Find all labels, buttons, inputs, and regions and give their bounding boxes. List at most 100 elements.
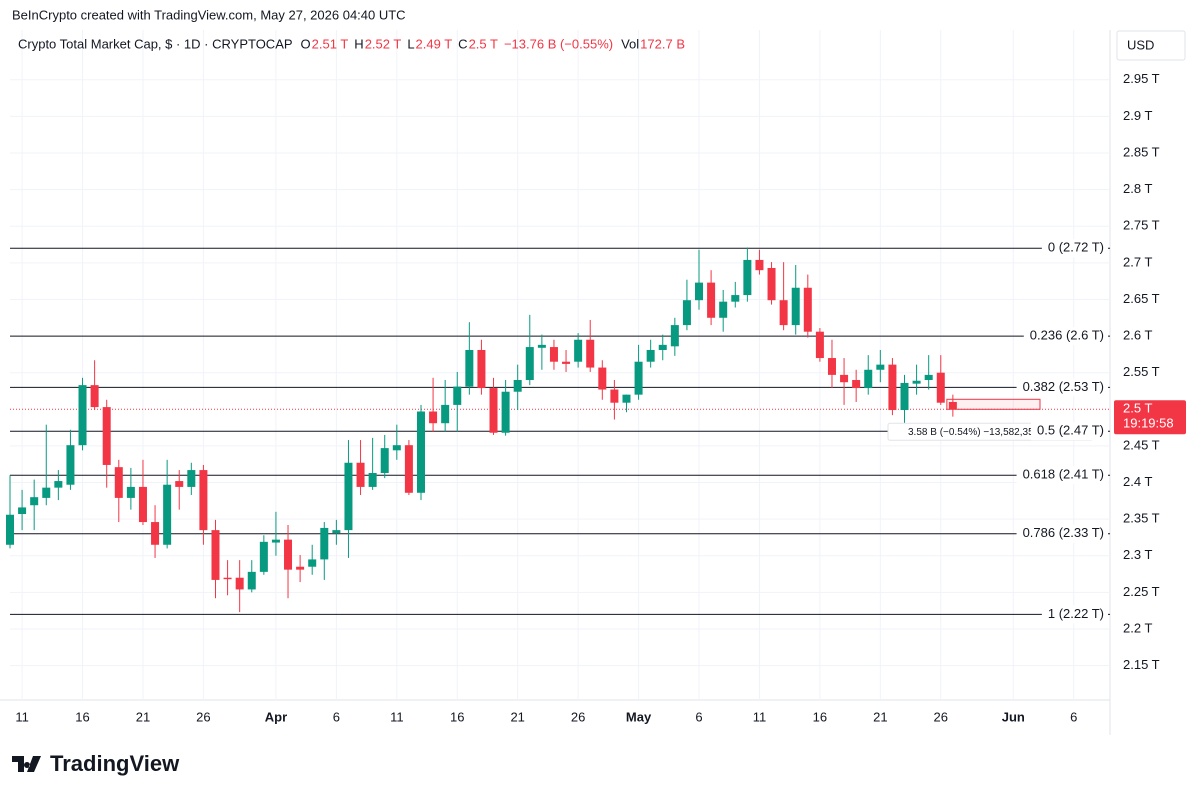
candle-body (102, 407, 111, 465)
candle-body (126, 486, 135, 498)
candle-body (888, 364, 897, 411)
x-tick-label: Jun (1002, 709, 1025, 724)
x-tick-label: 26 (934, 709, 948, 724)
candle-body (465, 349, 474, 387)
candle-body (610, 389, 619, 403)
candle-body (259, 541, 268, 572)
candle-body (912, 380, 921, 384)
candle-body (598, 367, 607, 390)
candle-body (114, 467, 123, 498)
y-tick-label: 2.3 T (1123, 547, 1152, 562)
candle-body (767, 267, 776, 301)
candle-body (948, 401, 957, 410)
fib-label-bg (1031, 422, 1108, 441)
candle-body (477, 349, 486, 389)
candle-body (247, 571, 256, 590)
legend-key: H (354, 36, 363, 51)
candle-body (138, 486, 147, 523)
y-tick-label: 2.55 T (1123, 364, 1160, 379)
x-tick-label: 11 (15, 709, 29, 724)
x-tick-label: 11 (753, 709, 767, 724)
brand: TradingView (50, 751, 180, 776)
legend-key: L (407, 36, 414, 51)
fib-label-bg (1023, 327, 1108, 346)
candle-body (864, 369, 873, 389)
candle-body (429, 411, 438, 424)
overlay: 3.58 B (−0.54%) −13,582,351,430 0 (2.72 T… (887, 239, 1186, 624)
y-tick-label: 2.85 T (1123, 144, 1160, 159)
y-tick-label: 2.35 T (1123, 511, 1160, 526)
candle-body (489, 388, 498, 433)
candle-body (30, 497, 39, 506)
fib-label-bg (1016, 378, 1108, 397)
candle-body (501, 391, 510, 433)
fib-label: 0.618 (2.41 T) (1023, 467, 1104, 482)
legend-value: 2.52 T (365, 36, 402, 51)
candle-body (392, 445, 401, 451)
x-tick-label: 16 (75, 709, 89, 724)
currency[interactable]: USD (1127, 37, 1154, 52)
candle-body (380, 448, 389, 474)
fib-label-bg (1016, 524, 1108, 543)
candle-body (332, 530, 341, 534)
y-tick-label: 2.25 T (1123, 584, 1160, 599)
legend-value: 2.49 T (416, 36, 453, 51)
y-tick-label: 2.4 T (1123, 474, 1152, 489)
fib-label: 0.236 (2.6 T) (1030, 328, 1104, 343)
candle-body (163, 484, 172, 545)
y-tick-label: 2.7 T (1123, 254, 1152, 269)
y-tick-label: 2.45 T (1123, 437, 1160, 452)
y-tick-label: 2.75 T (1123, 218, 1160, 233)
candle-body (924, 374, 933, 381)
candle-body (803, 287, 812, 332)
candle-body (549, 347, 558, 362)
candle-body (815, 331, 824, 359)
candle-body (827, 358, 836, 375)
legend-change: −13.76 B (−0.55%) (504, 36, 613, 51)
x-tick-label: 21 (873, 709, 887, 724)
candle-body (78, 385, 87, 446)
x-tick-label: 6 (1070, 709, 1077, 724)
candle-body (586, 339, 595, 368)
candle-body (18, 507, 27, 515)
candle-body (175, 481, 184, 487)
candle-body (622, 394, 631, 403)
candle-body (562, 361, 571, 364)
candle-body (344, 462, 353, 531)
candle-body (90, 385, 99, 408)
candle-body (900, 382, 909, 411)
candle-body (525, 347, 534, 381)
legend-value: 172.7 B (640, 36, 685, 51)
y-tick-label: 2.95 T (1123, 71, 1160, 86)
candle-body (876, 364, 885, 370)
candle-body (42, 487, 51, 498)
candle-body (6, 514, 14, 545)
y-tick-label: 2.15 T (1123, 657, 1160, 672)
fib-label: 1 (2.22 T) (1048, 606, 1104, 621)
candle-body (634, 361, 643, 395)
candle-body (441, 404, 450, 424)
legend-value: 2.51 T (312, 36, 349, 51)
candle-body (719, 301, 728, 318)
x-tick-label: 26 (571, 709, 585, 724)
candle-body (223, 577, 232, 580)
candle-body (537, 344, 546, 348)
candle-body (936, 372, 945, 403)
x-tick-label: 16 (813, 709, 827, 724)
candle-body (356, 462, 365, 487)
legend-key: O (301, 36, 311, 51)
candle-body (54, 481, 63, 488)
candle-body (453, 386, 462, 405)
candle-body (682, 300, 691, 326)
logo-icon (12, 756, 41, 772)
currency-box[interactable] (1116, 30, 1186, 61)
legend-key: C (458, 36, 467, 51)
legend-value: 2.5 T (469, 36, 498, 51)
candle-body (670, 325, 679, 347)
measure-label: 3.58 B (−0.54%) −13,582,351,430 (908, 427, 1059, 438)
y-tick-label: 2.6 T (1123, 328, 1152, 343)
candle-body (151, 522, 160, 545)
fib-label: 0.5 (2.47 T) (1037, 423, 1104, 438)
